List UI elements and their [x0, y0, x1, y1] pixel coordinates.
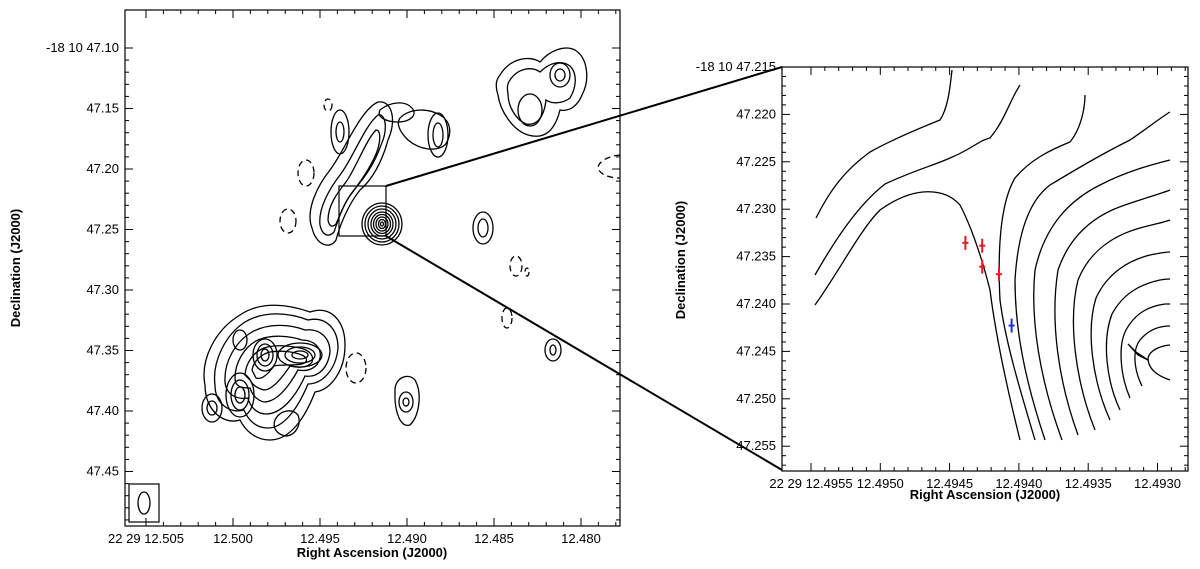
y-tick-label: -18 10 47.10 — [46, 40, 119, 55]
right-x-tick-labels: 22 29 12.4955 12.4950 12.4945 12.4940 12.493… — [769, 476, 1181, 491]
right-axis-ticks — [782, 66, 1188, 471]
x-tick-label: 12.4940 — [995, 476, 1042, 491]
y-tick-label: 47.40 — [86, 403, 119, 418]
y-tick-label: 47.220 — [736, 106, 776, 121]
x-tick-label: 12.4935 — [1065, 476, 1112, 491]
contours-isolated — [394, 211, 562, 426]
x-tick-label: 12.485 — [474, 531, 514, 546]
left-y-axis-title: Declination (J2000) — [8, 209, 23, 328]
x-tick-label: 12.4950 — [857, 476, 904, 491]
zoom-contours — [814, 69, 1171, 441]
y-tick-label: 47.15 — [86, 101, 119, 116]
contours-north-west-clump — [495, 47, 588, 137]
left-contour-panel: 22 29 12.505 12.500 12.495 12.490 12.485 12.4… — [8, 9, 621, 560]
left-x-axis-title: Right Ascension (J2000) — [297, 545, 448, 560]
y-tick-label: 47.25 — [86, 222, 119, 237]
y-tick-label: 47.225 — [736, 154, 776, 169]
x-tick-label: 12.490 — [387, 531, 427, 546]
x-tick-label: 12.4945 — [926, 476, 973, 491]
position-markers — [962, 235, 1015, 333]
x-tick-label: 22 29 12.505 — [108, 531, 184, 546]
y-tick-label: 47.250 — [736, 391, 776, 406]
y-tick-label: 47.20 — [86, 161, 119, 176]
left-plot-frame — [124, 9, 621, 527]
y-tick-label: 47.230 — [736, 201, 776, 216]
contours-south-east-complex — [201, 304, 346, 441]
right-plot-frame — [781, 66, 1189, 472]
left-x-tick-labels: 22 29 12.505 12.500 12.495 12.490 12.485 12.4… — [108, 531, 601, 546]
contours-compact-peak — [361, 202, 403, 246]
left-axis-ticks — [125, 10, 620, 526]
x-tick-label: 12.500 — [213, 531, 253, 546]
y-tick-label: 47.240 — [736, 296, 776, 311]
y-tick-label: 47.45 — [86, 464, 119, 479]
y-tick-label: 47.30 — [86, 282, 119, 297]
y-tick-label: 47.245 — [736, 343, 776, 358]
y-tick-label: 47.255 — [736, 438, 776, 453]
restoring-beam — [128, 483, 160, 523]
y-tick-label: 47.35 — [86, 343, 119, 358]
x-tick-label: 12.480 — [561, 531, 601, 546]
right-y-axis-title: Declination (J2000) — [673, 201, 688, 320]
left-y-tick-labels: -18 10 47.10 47.15 47.20 47.25 47.30 47.35 47.… — [46, 40, 119, 479]
x-tick-label: 22 29 12.4955 — [769, 476, 852, 491]
zoom-connector-lines — [385, 66, 783, 471]
x-tick-label: 12.495 — [300, 531, 340, 546]
y-tick-label: 47.235 — [736, 249, 776, 264]
contours-north-east-clump — [309, 101, 451, 246]
zoom-region-box — [338, 185, 387, 237]
y-tick-label: -18 10 47.215 — [696, 59, 776, 74]
right-y-tick-labels: -18 10 47.215 47.220 47.225 47.230 47.235 47.… — [696, 59, 776, 453]
negative-contours — [279, 98, 621, 384]
right-x-axis-title: Right Ascension (J2000) — [910, 487, 1061, 502]
x-tick-label: 12.4930 — [1134, 476, 1181, 491]
right-zoom-panel: 22 29 12.4955 12.4950 12.4945 12.4940 12.493… — [673, 59, 1189, 502]
